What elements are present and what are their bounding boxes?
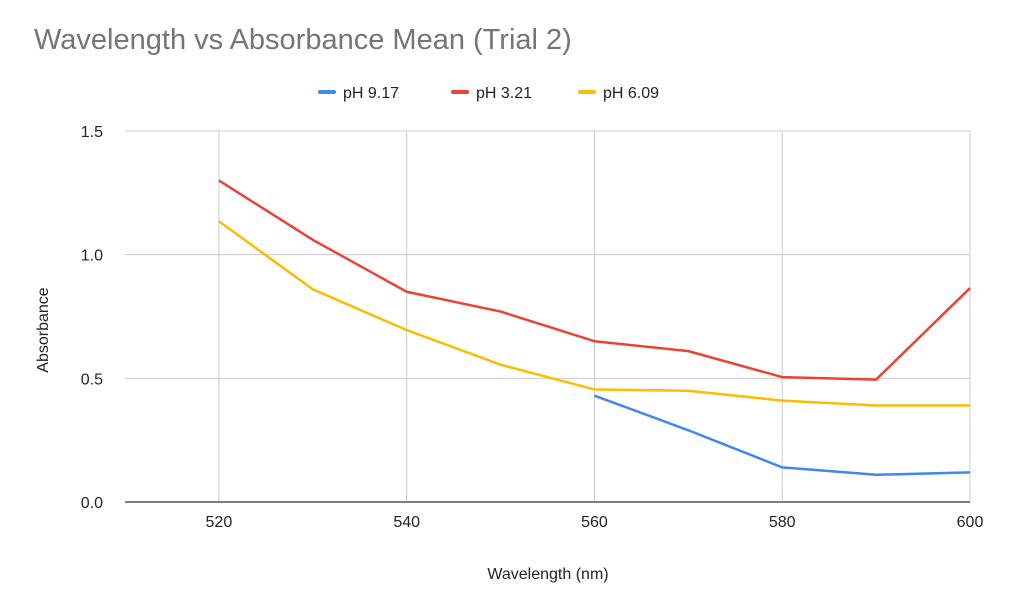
y-tick-label: 0.0: [81, 495, 103, 512]
x-tick-label: 560: [581, 514, 608, 531]
x-axis-label: Wavelength (nm): [487, 566, 608, 583]
x-tick-label: 600: [957, 514, 984, 531]
x-tick-label: 520: [206, 514, 233, 531]
legend-label: pH 6.09: [603, 85, 659, 102]
legend-label: pH 9.17: [343, 85, 399, 102]
series-line-ph-3-21: [218, 179, 971, 381]
legend-label: pH 3.21: [476, 85, 532, 102]
y-axis-label: Absorbance: [35, 287, 52, 372]
y-tick-label: 1.5: [81, 124, 103, 141]
chart-title: Wavelength vs Absorbance Mean (Trial 2): [34, 24, 572, 56]
series-line-ph-6-09: [218, 220, 970, 407]
x-tick-label: 580: [769, 514, 796, 531]
series-line-ph-9-17: [594, 394, 971, 477]
y-tick-label: 0.5: [81, 371, 103, 388]
x-tick-label: 540: [393, 514, 420, 531]
y-tick-label: 1.0: [81, 248, 103, 265]
